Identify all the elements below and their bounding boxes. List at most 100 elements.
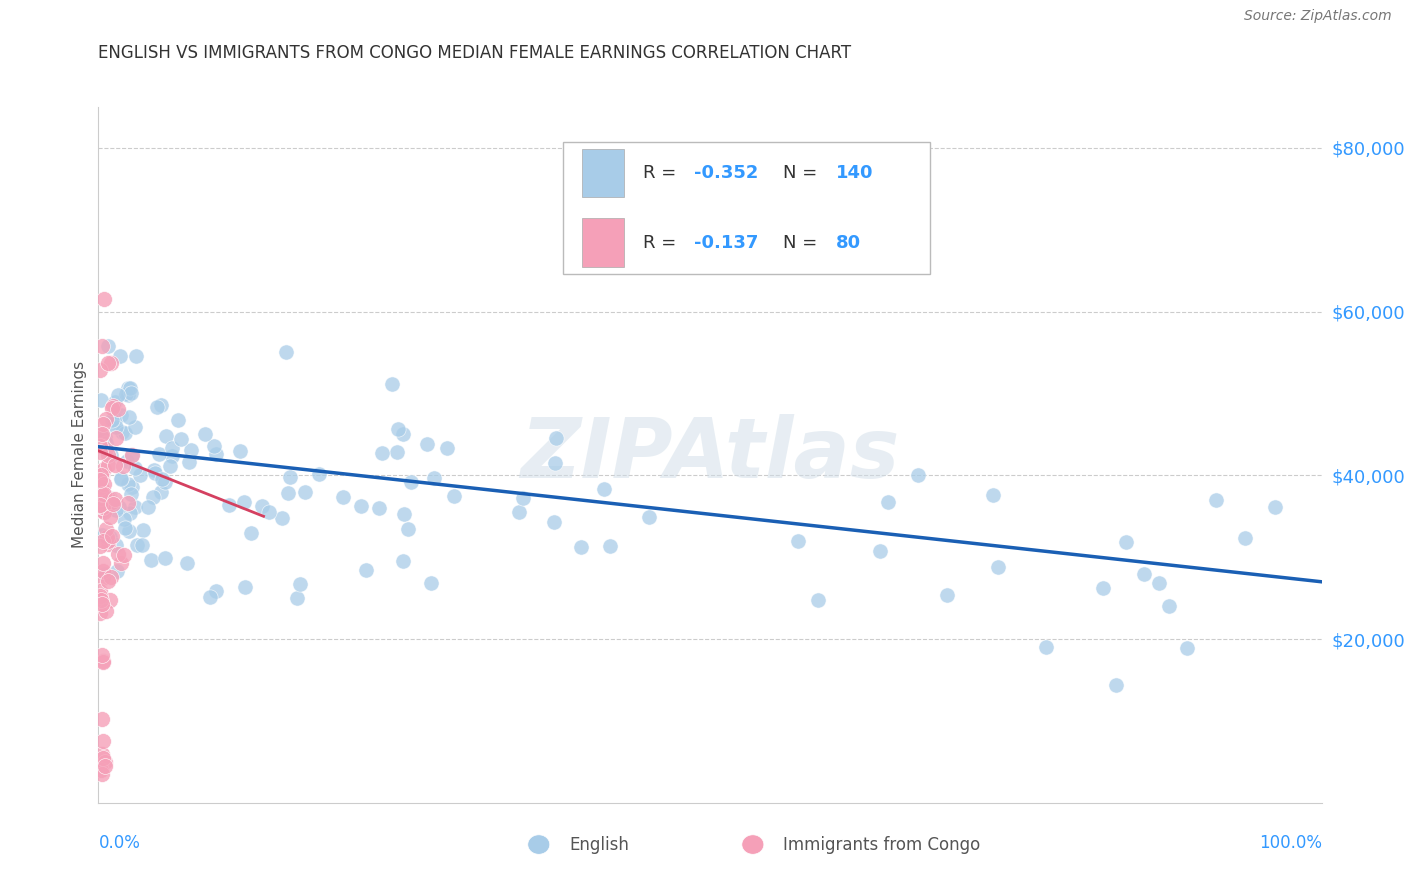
Point [97, 355, 120, 369]
Point [112, 548, 135, 562]
Point [160, 442, 183, 456]
Text: -0.137: -0.137 [695, 234, 758, 252]
Point [117, 477, 139, 491]
Point [108, 500, 131, 515]
Point [110, 408, 132, 422]
Point [94, 430, 117, 444]
Point [149, 399, 172, 413]
Point [399, 475, 422, 489]
Point [108, 349, 131, 363]
Point [93, 292, 115, 306]
Point [90, 502, 112, 516]
Point [270, 511, 294, 525]
Point [97, 448, 120, 462]
Point [91, 339, 114, 353]
Point [98, 530, 121, 544]
Point [392, 427, 415, 442]
Point [599, 539, 621, 553]
Point [91, 751, 114, 765]
Point [91, 747, 114, 761]
Point [90, 428, 112, 442]
Point [543, 515, 565, 529]
Point [136, 500, 159, 514]
Point [105, 564, 128, 578]
Point [89, 539, 111, 553]
Point [276, 345, 298, 359]
Text: Immigrants from Congo: Immigrants from Congo [783, 836, 980, 854]
Point [176, 556, 198, 570]
Point [94, 604, 117, 618]
Point [569, 540, 592, 554]
Point [127, 538, 149, 552]
Point [1205, 492, 1227, 507]
Point [121, 480, 143, 494]
Point [89, 591, 111, 606]
Point [90, 648, 112, 663]
Point [423, 470, 446, 484]
Point [90, 763, 112, 777]
Point [97, 339, 120, 353]
Point [89, 502, 111, 516]
Point [100, 509, 122, 524]
Point [202, 439, 225, 453]
Point [89, 445, 111, 459]
Point [117, 388, 139, 402]
Point [100, 448, 122, 462]
Point [239, 526, 262, 541]
Point [332, 490, 354, 504]
Point [91, 533, 114, 548]
Point [93, 505, 115, 519]
Point [118, 410, 141, 425]
Point [89, 589, 111, 603]
Point [93, 755, 115, 769]
FancyBboxPatch shape [582, 149, 624, 197]
Point [89, 439, 111, 453]
Point [416, 437, 439, 451]
Point [97, 537, 120, 551]
Point [120, 506, 142, 520]
Point [100, 356, 122, 370]
Point [139, 553, 162, 567]
Point [981, 488, 1004, 502]
Point [114, 512, 136, 526]
Point [159, 458, 181, 473]
Point [111, 458, 134, 473]
Text: English: English [569, 836, 630, 854]
Point [97, 574, 120, 589]
Point [121, 449, 143, 463]
Point [132, 523, 155, 537]
Point [94, 436, 117, 450]
Point [935, 588, 957, 602]
Point [94, 566, 117, 581]
Point [103, 410, 125, 425]
Point [198, 590, 221, 604]
Point [104, 491, 127, 506]
Text: 100.0%: 100.0% [1258, 834, 1322, 852]
Point [436, 441, 458, 455]
Point [120, 487, 142, 501]
Point [98, 491, 121, 505]
Point [91, 502, 114, 516]
Point [1091, 581, 1114, 595]
Point [145, 400, 167, 414]
Point [141, 491, 163, 505]
Point [91, 655, 114, 669]
Point [96, 530, 118, 544]
Point [512, 491, 534, 506]
Point [396, 522, 419, 536]
Point [290, 577, 312, 591]
Point [90, 439, 112, 453]
Point [100, 412, 122, 426]
Point [110, 472, 132, 486]
Point [1175, 640, 1198, 655]
Point [419, 576, 441, 591]
Point [124, 500, 146, 514]
Point [107, 547, 129, 561]
Point [167, 412, 190, 426]
Point [143, 466, 166, 480]
Point [89, 474, 111, 488]
Point [150, 472, 173, 486]
Point [381, 376, 404, 391]
Point [121, 448, 143, 462]
Text: N =: N = [783, 234, 824, 252]
